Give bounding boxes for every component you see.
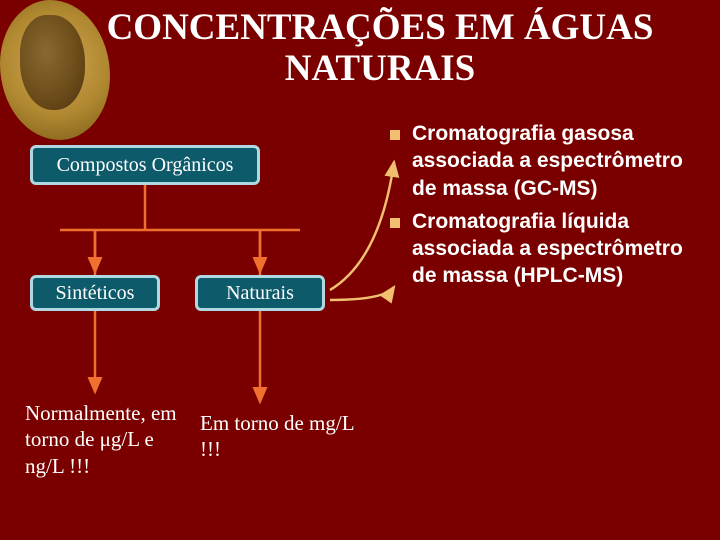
box-sinteticos: Sintéticos — [30, 275, 160, 311]
slide-title: CONCENTRAÇÕES EM ÁGUAS NATURAIS — [60, 8, 700, 89]
bullet-text: Cromatografia líquida associada a espect… — [412, 208, 710, 290]
bullet-square-icon — [390, 218, 400, 228]
note-naturais: Em torno de mg/L !!! — [200, 410, 360, 463]
box-naturais: Naturais — [195, 275, 325, 311]
bullet-item: Cromatografia líquida associada a espect… — [390, 208, 710, 290]
bullet-square-icon — [390, 130, 400, 140]
box-compostos-organicos: Compostos Orgânicos — [30, 145, 260, 185]
bullet-text: Cromatografia gasosa associada a espectr… — [412, 120, 710, 202]
bullet-item: Cromatografia gasosa associada a espectr… — [390, 120, 710, 202]
note-sinteticos: Normalmente, em torno de μg/L e ng/L !!! — [25, 400, 195, 479]
bullet-list: Cromatografia gasosa associada a espectr… — [390, 120, 710, 296]
